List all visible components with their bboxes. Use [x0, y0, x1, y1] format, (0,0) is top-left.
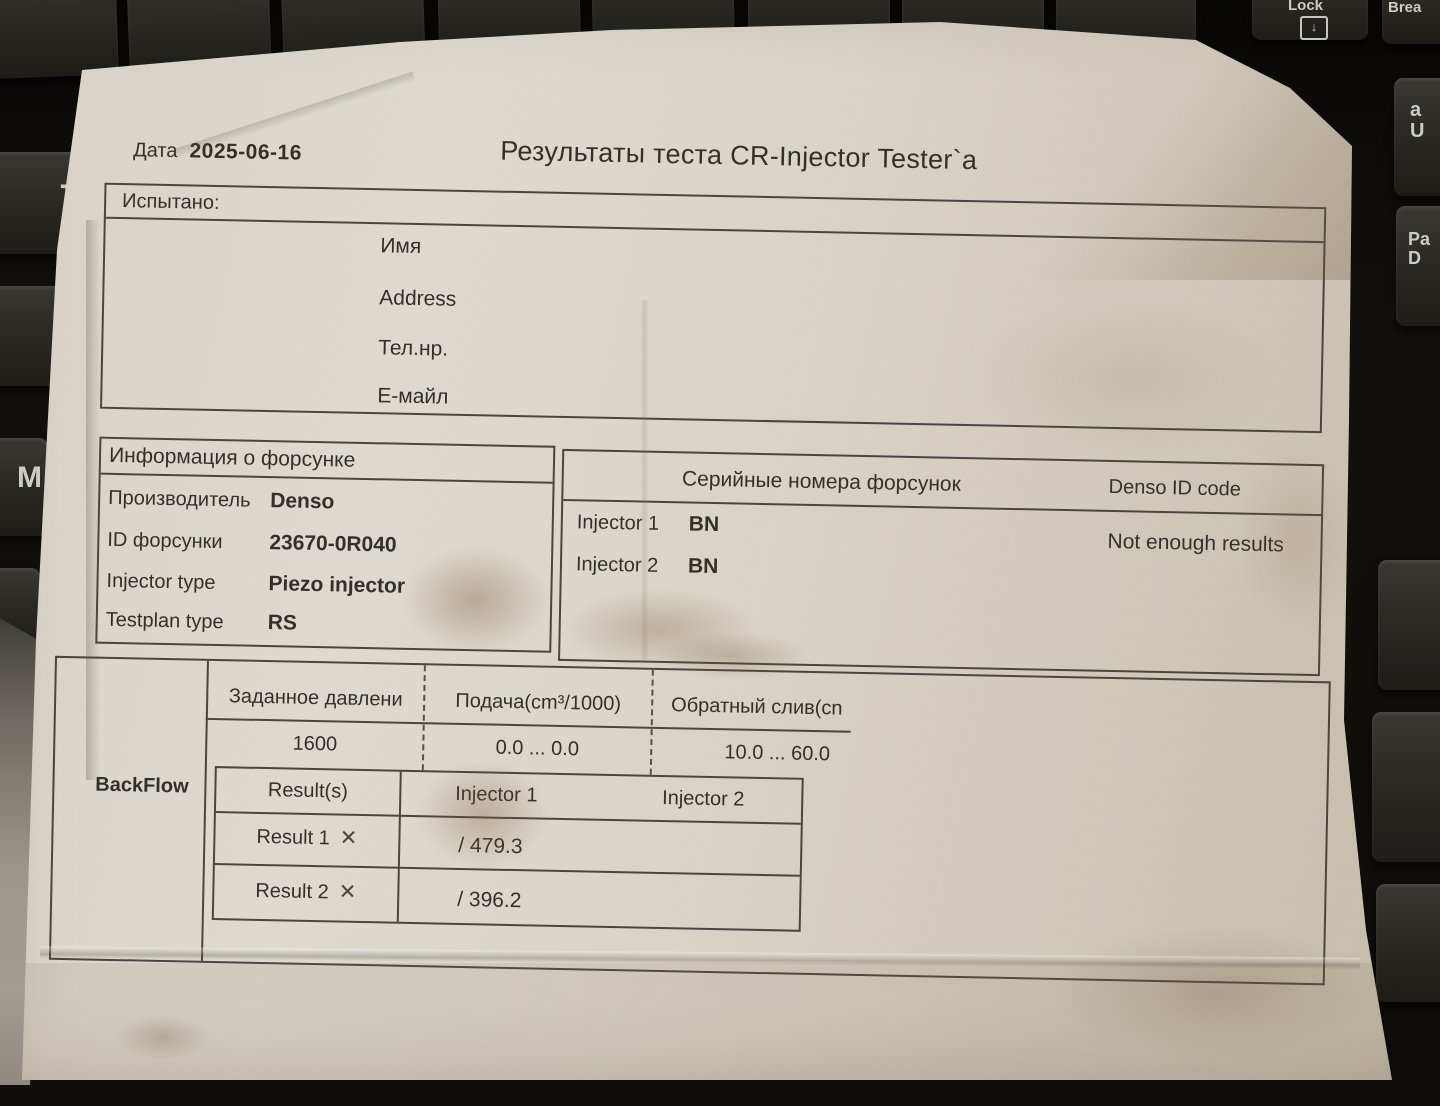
header-underline [205, 717, 851, 733]
info-value-injector-type: Piezo injector [268, 572, 406, 598]
result-1-injector-1-value: / 479.3 [458, 833, 523, 859]
setpoint-pressure: 1600 [292, 732, 338, 756]
m-key-label: M [17, 461, 42, 494]
backflow-row-label: BackFlow [95, 773, 189, 798]
info-label-testplan-type: Testplan type [105, 608, 224, 634]
column-header-delivery: Подача(cm³/1000) [455, 689, 622, 716]
serial-label-injector-2: Injector 2 [575, 553, 659, 577]
tested-header-label: Испытано: [121, 189, 220, 214]
column-header-backleak: Обратный слив(cn [670, 694, 843, 720]
date-label: Дата [132, 139, 178, 163]
page-title: Результаты теста CR-Injector Tester`a [499, 135, 978, 176]
result-1-label: Result 1 ✕ [256, 825, 358, 850]
keyboard-key [0, 0, 119, 80]
info-value-testplan-type: RS [267, 611, 298, 635]
denso-id-code-title: Denso ID code [1108, 475, 1242, 501]
denso-id-code-value: Not enough results [1107, 529, 1285, 557]
info-value-injector-id: 23670-0R040 [269, 531, 397, 557]
serial-row-injector-1: Injector 1 BN [576, 511, 720, 536]
tested-header: Испытано: [105, 184, 1325, 244]
result-2-injector-1-value: / 396.2 [456, 887, 522, 913]
field-label-name: Имя [380, 234, 422, 259]
serial-numbers-title: Серийные номера форсунок [681, 467, 962, 496]
serial-numbers-header: Серийные номера форсунок Denso ID code [563, 450, 1323, 517]
field-label-email: Е-майл [377, 384, 449, 409]
info-label-injector-id: ID форсунки [107, 528, 223, 554]
tested-section: Испытано: Имя Address Тел.нр. Е-майл [100, 182, 1327, 434]
break-key-label: Brea [1388, 0, 1422, 16]
info-label-manufacturer: Производитель [107, 486, 251, 512]
serial-row-injector-2: Injector 2 BN [575, 553, 719, 578]
column-header-pressure: Заданное давлени [228, 685, 403, 711]
fail-mark-icon: ✕ [339, 826, 358, 850]
info-label-injector-type: Injector type [106, 569, 216, 594]
info-value-manufacturer: Denso [269, 489, 335, 514]
results-header-injector-1: Injector 1 [454, 782, 538, 807]
keyboard-key-scroll-lock: Lock ↓ [1252, 0, 1368, 40]
results-inner-table: Result(s) Injector 1 Injector 2 Result 1… [211, 766, 804, 932]
fail-mark-icon: ✕ [338, 880, 357, 904]
setpoint-delivery: 0.0 ... 0.0 [495, 736, 580, 761]
keyboard-key-page-up: a U [1394, 78, 1440, 196]
scroll-lock-key-label: Lock [1288, 0, 1324, 14]
page-down-key-label: Pa D [1408, 229, 1431, 268]
keyboard-key-page-down: Pa D [1396, 206, 1440, 326]
date-value: 2025-06-16 [189, 139, 303, 165]
paper-document: Дата 2025-06-16 Результаты теста CR-Injec… [22, 22, 1392, 1080]
injector-info-header: Информация о форсунке [100, 438, 554, 484]
setpoint-backleak: 10.0 ... 60.0 [724, 741, 831, 766]
result-2-label: Result 2 ✕ [255, 879, 357, 904]
serial-value-injector-2: BN [687, 554, 719, 579]
table-row-result-2: Result 2 ✕ / 396.2 [214, 865, 800, 929]
keyboard-key [1372, 712, 1440, 862]
field-label-address: Address [379, 286, 457, 311]
keyboard-key-break: Brea [1382, 0, 1440, 44]
injector-info-header-label: Информация о форсунке [108, 443, 356, 472]
serial-value-injector-1: BN [688, 512, 720, 537]
scroll-lock-icon: ↓ [1300, 16, 1328, 40]
results-header-injector-2: Injector 2 [661, 787, 745, 811]
date-row: Дата 2025-06-16 [133, 138, 302, 165]
injector-info-section: Информация о форсунке Производитель Dens… [95, 436, 556, 653]
serial-label-injector-1: Injector 1 [576, 511, 660, 535]
backflow-results-table: BackFlow Заданное давлени Подача(cm³/100… [48, 655, 1331, 986]
page-up-key-label: a U [1410, 99, 1425, 142]
field-label-phone: Тел.нр. [378, 336, 449, 361]
keyboard-key-m: M [0, 438, 48, 536]
results-header-results: Result(s) [267, 779, 349, 803]
keyboard-key [1378, 560, 1440, 690]
serial-numbers-section: Серийные номера форсунок Denso ID code I… [558, 448, 1325, 677]
keyboard-key [1376, 884, 1440, 1002]
